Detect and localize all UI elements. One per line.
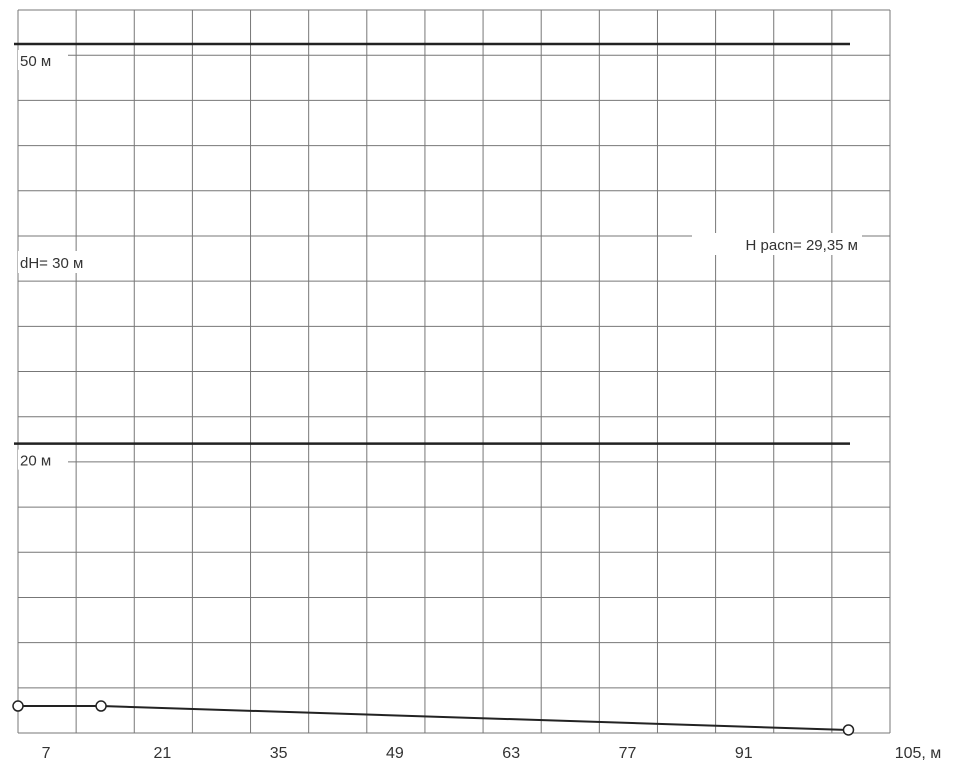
x-tick-label: 7 bbox=[42, 745, 51, 762]
annotation-text: dH= 30 м bbox=[20, 255, 83, 272]
x-tick-label: 91 bbox=[735, 745, 753, 762]
reference-label: 20 м bbox=[20, 453, 51, 470]
annotation-text: H pacn= 29,35 м bbox=[746, 237, 858, 254]
series-point bbox=[13, 701, 23, 711]
x-tick-label: 105, м bbox=[895, 745, 942, 762]
x-tick-label: 77 bbox=[619, 745, 637, 762]
series-point bbox=[96, 701, 106, 711]
x-tick-label: 49 bbox=[386, 745, 404, 762]
reference-label: 50 м bbox=[20, 53, 51, 70]
x-tick-label: 35 bbox=[270, 745, 288, 762]
series-point bbox=[843, 725, 853, 735]
x-tick-label: 63 bbox=[502, 745, 520, 762]
x-tick-label: 21 bbox=[154, 745, 172, 762]
